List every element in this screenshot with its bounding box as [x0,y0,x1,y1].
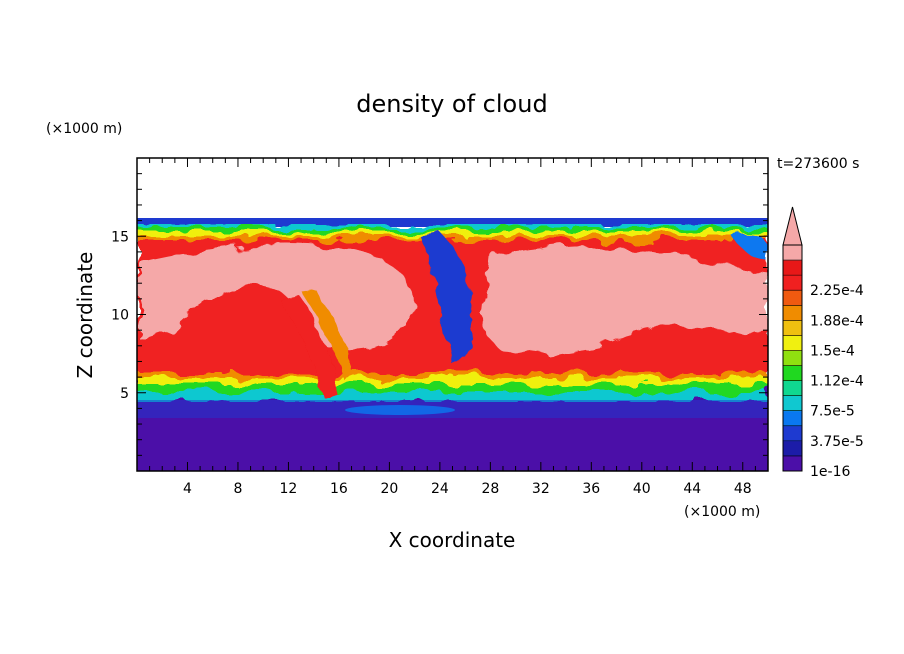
x-tick-label: 4 [183,481,192,497]
time-label: t=273600 s [777,156,859,172]
x-tick-label: 24 [431,481,449,497]
colorbar-swatch [783,245,802,261]
colorbar-label: 2.25e-4 [810,283,864,299]
x-tick-label: 40 [633,481,651,497]
colorbar: 1e-16 3.75e-5 7.5e-5 1.12e-4 1.5e-4 1.88e-4 2.… [782,206,864,480]
colorbar-swatch [783,455,802,472]
y-ticks: 5 10 15 [111,173,768,456]
field-top-right-eddy [732,233,768,262]
colorbar-overflow-arrow [782,206,803,246]
x-unit-label: (×1000 m) [684,504,760,520]
density-field [137,218,768,471]
colorbar-swatch [783,290,802,306]
y-tick-label: 10 [111,308,129,324]
colorbar-swatch [783,350,802,366]
colorbar-swatch [783,305,802,321]
colorbar-label: 3.75e-5 [810,434,864,450]
colorbar-frame [782,244,803,472]
colorbar-label: 1.88e-4 [810,313,864,329]
colorbar-swatch [783,380,802,397]
chart-title: density of cloud [356,90,547,118]
colorbar-swatch [783,275,802,291]
x-tick-label: 44 [683,481,701,497]
colorbar-swatch [783,425,802,442]
x-tick-label: 20 [380,481,398,497]
x-tick-label: 28 [481,481,499,497]
colorbar-swatch [783,320,802,336]
colorbar-swatch [783,260,802,276]
y-axis-label: Z coordinate [73,252,97,379]
x-tick-label: 8 [233,481,242,497]
colorbar-label: 1e-16 [810,464,850,480]
colorbar-swatch [783,395,802,412]
x-tick-label: 16 [330,481,348,497]
x-tick-label: 32 [532,481,550,497]
field-top-band [137,218,768,227]
colorbar-swatch [783,365,802,381]
colorbar-label: 7.5e-5 [810,404,855,420]
colorbar-swatch [783,440,802,457]
field-plume-orange [300,288,356,382]
x-ticks: 4 8 12 16 20 24 28 32 36 40 44 48 [149,158,756,497]
y-tick-label: 5 [120,386,129,402]
y-unit-label: (×1000 m) [46,121,122,137]
field-blue-patch [345,405,455,415]
field-central-updraft [420,232,473,362]
colorbar-label: 1.5e-4 [810,343,855,359]
colorbar-label: 1.12e-4 [810,374,864,390]
x-tick-label: 36 [582,481,600,497]
colorbar-swatch [783,335,802,351]
field-plume-red [280,296,334,396]
x-tick-label: 48 [734,481,752,497]
x-tick-label: 12 [280,481,298,497]
field-left-vortex-core [140,243,412,349]
x-axis-label: X coordinate [389,528,516,552]
field-right-vortex-core [483,245,768,355]
colorbar-swatch [783,410,802,427]
y-tick-label: 15 [111,229,129,245]
